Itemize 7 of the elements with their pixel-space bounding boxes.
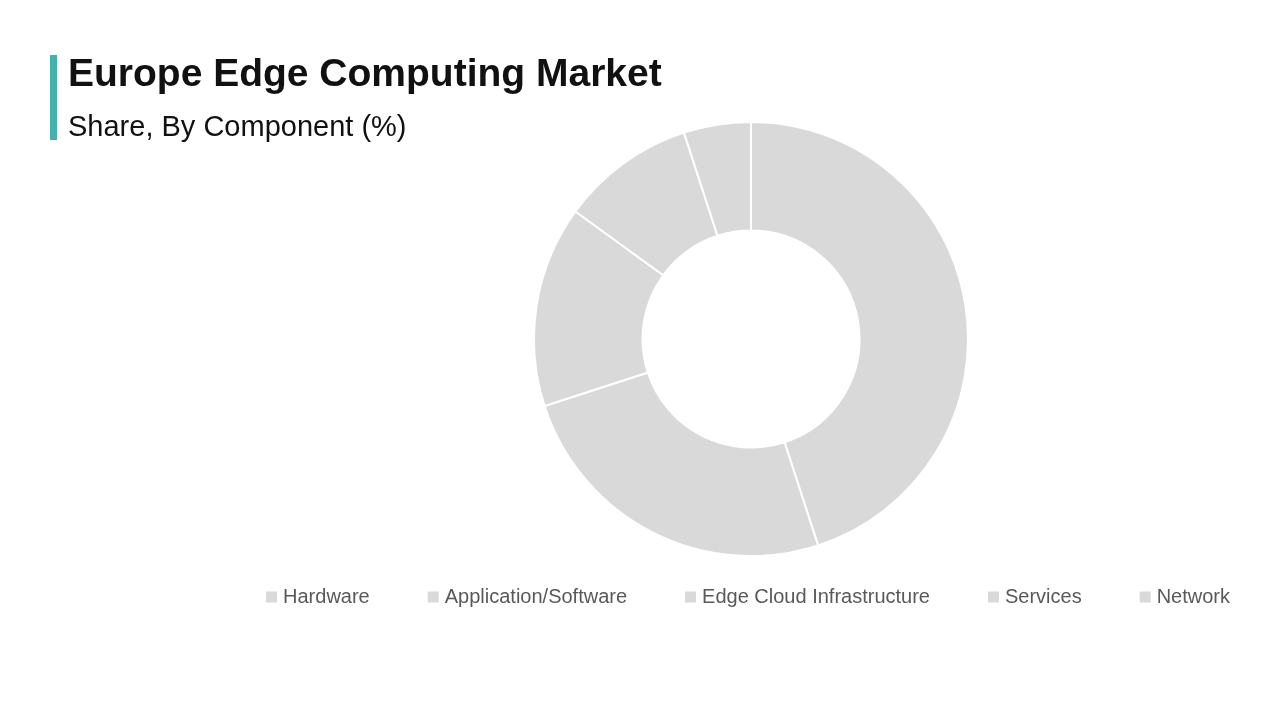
legend-label: Application/Software <box>444 584 628 607</box>
legend-label: Network <box>1156 584 1231 607</box>
chart-subtitle: Share, By Component (%) <box>68 109 407 144</box>
legend-label: Services <box>1004 584 1082 607</box>
chart-title: Europe Edge Computing Market <box>68 50 662 96</box>
legend-label: Hardware <box>283 584 370 607</box>
legend-label: Edge Cloud Infrastructure <box>702 584 930 607</box>
